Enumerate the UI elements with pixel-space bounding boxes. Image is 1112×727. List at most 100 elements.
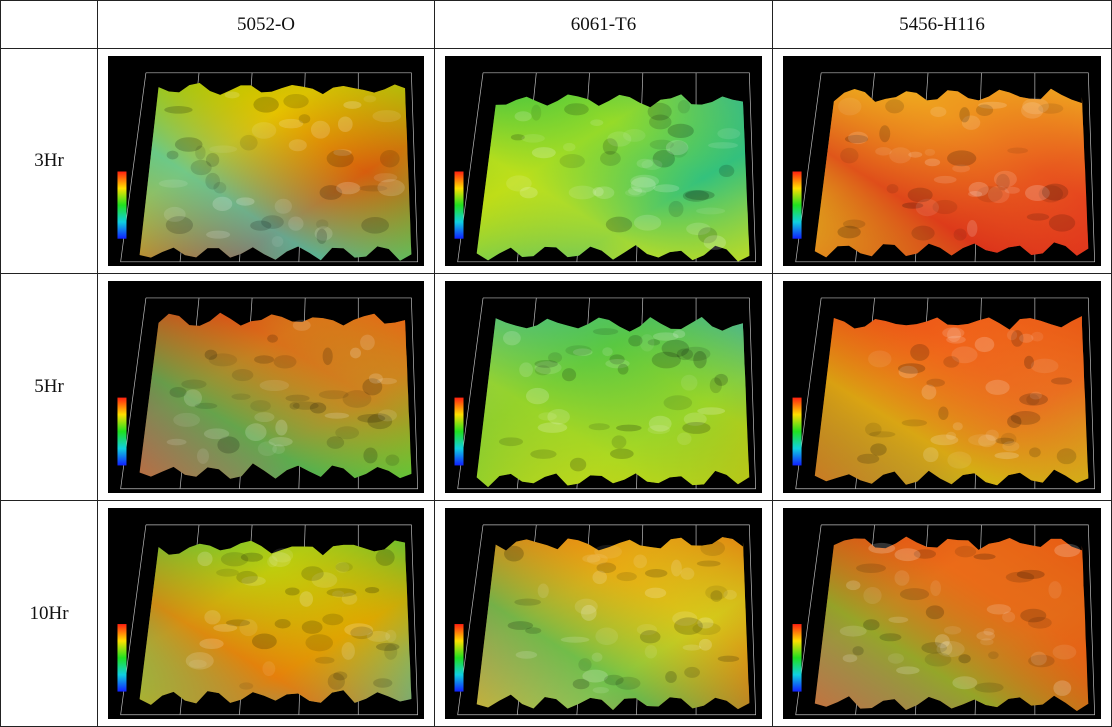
surface-bump [205, 173, 220, 190]
row-label: 3Hr [1, 49, 98, 274]
surface-bump [870, 443, 887, 455]
surface-bump [649, 416, 672, 432]
surface-bump [1031, 332, 1043, 342]
surface-bump [633, 554, 647, 568]
surface-bump [666, 140, 688, 155]
surface-bump [1048, 581, 1061, 599]
surface-bump [640, 334, 654, 351]
color-bar [793, 398, 802, 466]
surface-bump [506, 175, 532, 191]
surface-bump [336, 182, 360, 194]
surface-bump [272, 236, 284, 247]
surface-bump [365, 587, 379, 593]
surface-bump [1002, 611, 1015, 622]
header-row: 5052-O 6061-T6 5456-H116 [1, 1, 1112, 49]
surface-bump [600, 151, 621, 166]
surface-bump [1053, 680, 1071, 696]
surface-bump [1002, 441, 1019, 451]
surface-bump [653, 184, 679, 192]
surface-bump [206, 153, 219, 167]
surface-bump [195, 403, 218, 409]
surface-bump [262, 661, 275, 676]
surface-bump [197, 448, 209, 464]
surface-bump [947, 150, 976, 166]
surface-bump [953, 422, 963, 430]
surface-bump [846, 580, 860, 590]
surface-bump [319, 390, 349, 399]
surface-bump [1007, 148, 1028, 154]
surface-bump [226, 619, 250, 626]
surface-bump [595, 628, 618, 646]
surface-bump [570, 458, 586, 472]
surface-bump [946, 336, 966, 344]
results-table: 5052-O 6061-T6 5456-H116 3Hr 5Hr 10Hr [0, 0, 1112, 727]
surface-plot-image [445, 281, 762, 493]
surface-bump [503, 331, 521, 345]
image-cell [773, 274, 1112, 501]
surface-bump [561, 637, 590, 643]
surface-bump [519, 362, 533, 377]
image-cell [435, 274, 773, 501]
surface-bump [678, 100, 690, 113]
surface-bump [590, 119, 603, 126]
surface-bump [975, 682, 1004, 692]
surface-bump [1031, 652, 1047, 666]
table-row: 5Hr [1, 274, 1112, 501]
surface-bump [216, 569, 239, 577]
surface-bump [606, 217, 632, 233]
surface-bump [934, 176, 957, 184]
surface-bump [315, 657, 335, 664]
surface-bump [269, 552, 291, 567]
surface-bump [250, 221, 271, 231]
surface-bump [967, 220, 977, 237]
surface-bump [697, 407, 725, 415]
surface-bump [616, 425, 642, 432]
surface-bump [369, 373, 383, 383]
surface-bump [944, 626, 961, 635]
surface-bump [272, 444, 285, 454]
surface-bump [673, 330, 685, 338]
surface-bump [212, 197, 232, 211]
surface-bump [1030, 392, 1042, 400]
surface-bump [173, 413, 200, 427]
surface-bump [668, 124, 694, 138]
surface-bump [671, 560, 682, 577]
surface-bump [289, 139, 307, 151]
surface-bump [593, 328, 618, 335]
surface-bump [1031, 359, 1059, 374]
surface-bump [923, 447, 938, 462]
surface-bump [385, 454, 399, 465]
surface-bump [645, 569, 667, 577]
surface-bump [299, 591, 313, 607]
surface-plot-image [108, 508, 424, 719]
surface-bump [938, 407, 948, 420]
color-bar [455, 172, 464, 239]
surface-bump [911, 226, 934, 241]
surface-bump [879, 125, 890, 142]
surface-bump [708, 142, 738, 148]
surface-bump [1051, 377, 1072, 384]
surface-bump [947, 452, 971, 469]
surface-bump [888, 617, 908, 623]
surface-bump [508, 621, 534, 630]
page: 5052-O 6061-T6 5456-H116 3Hr 5Hr 10Hr ((… [0, 0, 1112, 726]
surface-bump [879, 633, 901, 641]
surface-bump [522, 134, 545, 143]
color-bar [117, 624, 126, 692]
surface-bump [980, 638, 993, 645]
surface-bump [532, 147, 556, 158]
surface-bump [164, 106, 192, 114]
surface-bump [565, 345, 591, 356]
surface-bump [995, 452, 1019, 459]
color-bar [793, 172, 802, 239]
surface-bump [573, 679, 590, 689]
surface-bump [254, 412, 274, 422]
surface-bump [848, 132, 868, 144]
surface-bump [302, 621, 323, 634]
surface-bump [648, 103, 672, 121]
surface-bump [225, 92, 240, 99]
surface-bump [342, 642, 355, 660]
surface-bump [377, 179, 404, 196]
surface-bump [710, 377, 722, 393]
surface-bump [239, 682, 253, 689]
